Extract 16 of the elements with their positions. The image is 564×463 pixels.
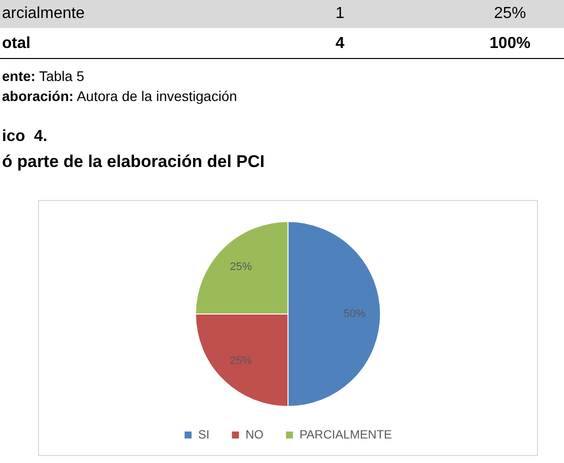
data-label: 25% bbox=[230, 355, 252, 368]
text: ico 4. bbox=[2, 128, 48, 146]
text: 100% bbox=[488, 35, 532, 53]
text: aboración: Autora de la investigación bbox=[2, 88, 238, 104]
text: ente: Tabla 5 bbox=[2, 68, 84, 84]
text: 1 bbox=[334, 5, 346, 23]
chart-title: ó parte de la elaboración del PCI bbox=[2, 152, 265, 172]
text: 4 bbox=[334, 35, 346, 53]
legend-label: SI bbox=[198, 427, 210, 442]
text: arcialmente bbox=[2, 5, 85, 23]
data-label: 50% bbox=[344, 308, 366, 320]
text: 25% bbox=[492, 5, 528, 23]
data-label: 25% bbox=[230, 260, 252, 273]
legend-label: NO bbox=[245, 427, 264, 442]
text: otal bbox=[2, 35, 30, 53]
legend-label: PARCIALMENTE bbox=[299, 427, 392, 442]
